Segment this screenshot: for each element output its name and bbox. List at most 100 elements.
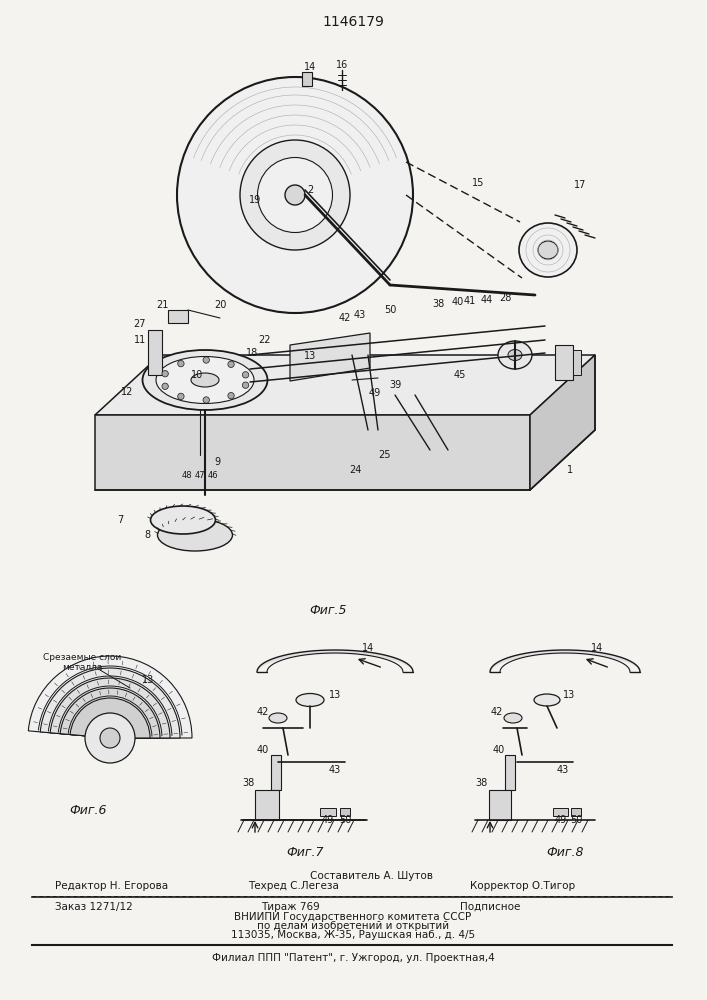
Ellipse shape (504, 713, 522, 723)
Bar (255, 790, 279, 820)
Wedge shape (70, 698, 150, 738)
Text: по делам изобретений и открытий: по делам изобретений и открытий (257, 921, 449, 931)
Text: Фиг.6: Фиг.6 (69, 804, 107, 816)
Ellipse shape (269, 713, 287, 723)
Text: 42: 42 (257, 707, 269, 717)
Text: 38: 38 (242, 778, 254, 788)
Text: 1146179: 1146179 (322, 15, 384, 29)
Text: 28: 28 (499, 293, 511, 303)
Text: 27: 27 (134, 319, 146, 329)
Ellipse shape (151, 506, 216, 534)
Polygon shape (95, 355, 595, 415)
Text: Составитель А. Шутов: Составитель А. Шутов (310, 871, 433, 881)
Text: 113035, Москва, Ж-35, Раушская наб., д. 4/5: 113035, Москва, Ж-35, Раушская наб., д. … (231, 930, 475, 940)
Bar (573, 350, 581, 375)
Text: 40: 40 (452, 297, 464, 307)
Text: Техред С.Легеза: Техред С.Легеза (248, 881, 339, 891)
Circle shape (243, 382, 249, 388)
Text: 46: 46 (208, 471, 218, 480)
Text: 43: 43 (329, 765, 341, 775)
Text: 44: 44 (481, 295, 493, 305)
Text: 49: 49 (322, 815, 334, 825)
Text: 8: 8 (144, 530, 150, 540)
Bar (168, 310, 188, 323)
Wedge shape (50, 678, 170, 738)
Text: 14: 14 (591, 643, 603, 653)
Circle shape (243, 372, 249, 378)
Circle shape (228, 392, 234, 399)
Ellipse shape (296, 694, 324, 706)
Text: 50: 50 (570, 815, 582, 825)
Bar (148, 330, 162, 375)
Bar (320, 808, 336, 816)
Ellipse shape (143, 350, 267, 410)
Ellipse shape (538, 241, 558, 259)
Polygon shape (290, 333, 370, 381)
Text: 1: 1 (567, 465, 573, 475)
Circle shape (162, 383, 168, 389)
Circle shape (177, 393, 184, 400)
Text: 13: 13 (304, 351, 316, 361)
Circle shape (203, 357, 209, 363)
Circle shape (100, 728, 120, 748)
Text: 50: 50 (384, 305, 396, 315)
Ellipse shape (257, 157, 332, 232)
Circle shape (162, 371, 168, 377)
Text: 14: 14 (304, 62, 316, 72)
Bar (505, 755, 515, 790)
Ellipse shape (498, 341, 532, 369)
Circle shape (228, 361, 234, 368)
Text: 20: 20 (214, 300, 226, 310)
Text: 11: 11 (134, 335, 146, 345)
Text: Филиал ППП "Патент", г. Ужгород, ул. Проектная,4: Филиал ППП "Патент", г. Ужгород, ул. Про… (211, 953, 494, 963)
Ellipse shape (177, 77, 413, 313)
Ellipse shape (519, 223, 577, 277)
Circle shape (85, 713, 135, 763)
Bar (302, 72, 312, 86)
Text: 13: 13 (329, 690, 341, 700)
Wedge shape (40, 668, 180, 738)
Circle shape (177, 360, 184, 367)
Text: 42: 42 (339, 313, 351, 323)
Text: 17: 17 (574, 180, 586, 190)
Text: 9: 9 (214, 457, 220, 467)
Text: 2: 2 (307, 185, 313, 195)
Ellipse shape (508, 350, 522, 360)
Text: Редактор Н. Егорова: Редактор Н. Егорова (55, 881, 168, 891)
Text: 40: 40 (257, 745, 269, 755)
Ellipse shape (240, 140, 350, 250)
Text: 49: 49 (369, 388, 381, 398)
Text: Фиг.7: Фиг.7 (286, 846, 324, 858)
Text: 25: 25 (379, 450, 391, 460)
Text: 50: 50 (339, 815, 351, 825)
Ellipse shape (285, 185, 305, 205)
Bar (340, 808, 350, 816)
Text: 38: 38 (475, 778, 487, 788)
Circle shape (203, 397, 209, 403)
Text: Тираж 769: Тираж 769 (261, 902, 320, 912)
Ellipse shape (158, 519, 233, 551)
Text: 43: 43 (557, 765, 569, 775)
Wedge shape (60, 688, 160, 738)
Text: 12: 12 (121, 387, 133, 397)
Polygon shape (95, 415, 530, 490)
Text: 38: 38 (432, 299, 444, 309)
Bar (553, 808, 568, 816)
Bar (571, 808, 581, 816)
Text: 16: 16 (336, 60, 348, 70)
Text: 13: 13 (563, 690, 575, 700)
Text: 7: 7 (117, 515, 123, 525)
Ellipse shape (534, 694, 560, 706)
Text: 42: 42 (491, 707, 503, 717)
Text: 22: 22 (259, 335, 271, 345)
Text: 13: 13 (142, 675, 154, 685)
Text: 14: 14 (362, 643, 374, 653)
Text: 43: 43 (354, 310, 366, 320)
Bar (271, 755, 281, 790)
Text: Фиг.5: Фиг.5 (309, 603, 346, 616)
Text: 49: 49 (555, 815, 567, 825)
Text: 47: 47 (194, 471, 205, 480)
Text: Корректор О.Тигор: Корректор О.Тигор (470, 881, 575, 891)
Text: металла: металла (62, 664, 103, 672)
Text: 41: 41 (464, 296, 476, 306)
